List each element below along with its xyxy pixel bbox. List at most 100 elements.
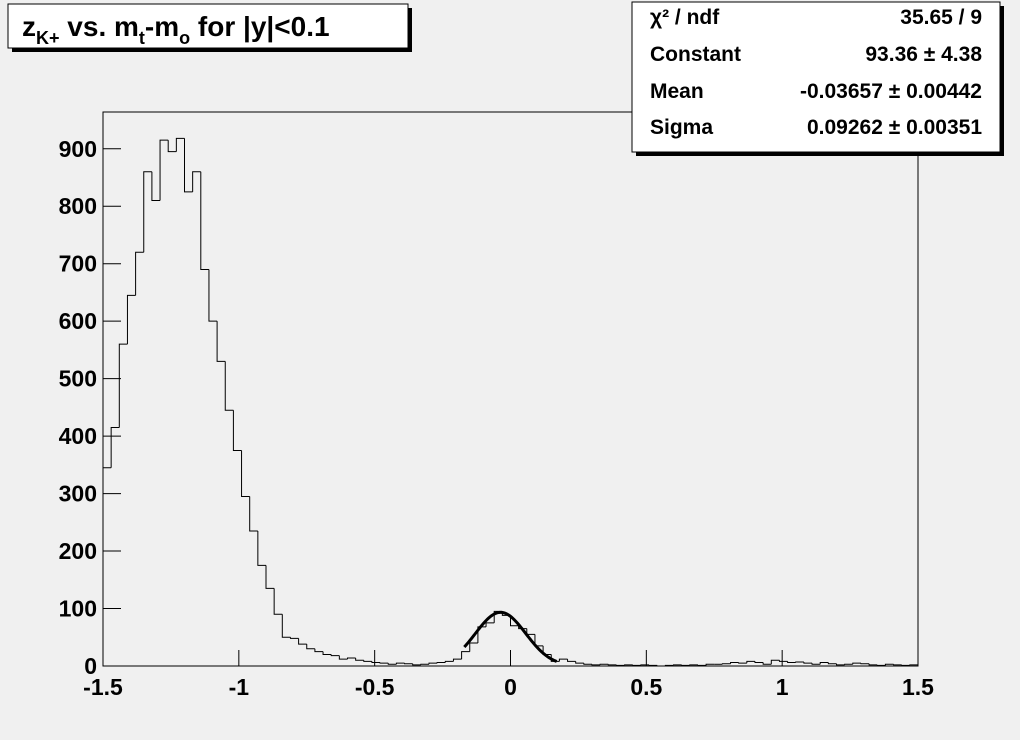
y-tick-label: 500 (59, 366, 97, 392)
histogram-bin (648, 664, 658, 666)
stats-value: 35.65 / 9 (900, 6, 982, 29)
x-tick-label: -0.5 (355, 674, 395, 700)
stats-value: 0.09262 ± 0.00351 (807, 116, 982, 139)
histogram-bin (591, 664, 601, 666)
x-tick-label: 0.5 (630, 674, 662, 700)
histogram-bin (135, 251, 144, 296)
histogram-bin (819, 662, 829, 665)
x-tick-label: -1 (229, 674, 250, 700)
histogram-bin (208, 269, 218, 322)
histogram-bin (363, 660, 372, 662)
histogram-bin (558, 658, 568, 662)
histogram-bin (615, 664, 625, 666)
histogram-bin (273, 588, 283, 615)
stats-label: Sigma (650, 116, 713, 139)
histogram-bin (795, 661, 804, 663)
histogram-bin (860, 663, 870, 665)
histogram-bin (200, 171, 209, 270)
histogram-bin (664, 664, 674, 666)
title-part: t (139, 28, 145, 48)
histogram-bin (143, 171, 152, 253)
histogram-bin (836, 663, 845, 666)
histogram-bin (387, 663, 397, 665)
histogram-bin (746, 660, 755, 664)
y-tick-label: 100 (59, 596, 97, 622)
title-box (7, 3, 409, 49)
histogram-bin (485, 622, 495, 627)
histogram-bin (192, 171, 201, 192)
histogram-bin (510, 615, 519, 627)
histogram-bin (730, 662, 739, 664)
histogram-bin (420, 663, 429, 665)
histogram-bin (265, 565, 275, 589)
histogram-bin (428, 662, 438, 665)
histogram-bin (379, 662, 389, 664)
y-tick-label: 900 (59, 136, 97, 162)
histogram-bin (640, 664, 650, 666)
y-tick-label: 0 (84, 653, 97, 679)
y-tick-label: 300 (59, 481, 97, 507)
stats-box (631, 1, 1001, 153)
x-tick-label: 1.5 (902, 674, 934, 700)
histogram-bin (102, 467, 112, 666)
x-tick-label: 0 (504, 674, 517, 700)
histogram-bin (681, 664, 690, 666)
histogram-bin (347, 657, 356, 660)
histogram-bin (159, 139, 169, 201)
y-tick-label: 700 (59, 251, 97, 277)
histogram-bin (477, 626, 487, 644)
histogram-bin (184, 138, 193, 193)
y-tick-label: 800 (59, 193, 97, 219)
histogram-bin (868, 663, 878, 666)
histogram-bin (314, 648, 324, 653)
histogram-bin (404, 663, 413, 665)
histogram-bin (355, 657, 364, 661)
histogram-bin (787, 661, 796, 664)
histogram-bin (175, 137, 185, 152)
histogram-bin (167, 140, 177, 153)
histogram-bin (599, 663, 609, 665)
histogram-bin (583, 663, 592, 665)
histogram-bin (461, 651, 470, 660)
histogram-bin (118, 343, 128, 428)
histogram-bin (452, 658, 462, 662)
histogram-bin (306, 644, 315, 650)
histogram-bin (705, 663, 715, 666)
histogram-bin (689, 664, 698, 666)
histogram-bin (338, 655, 348, 660)
y-tick-label: 200 (59, 538, 97, 564)
histogram-bin (803, 661, 813, 664)
stats-label: Mean (650, 80, 704, 103)
histogram-bin (909, 664, 919, 666)
title-part: z (22, 11, 36, 42)
histogram-bin (241, 450, 250, 497)
histogram-bin (624, 664, 633, 666)
histogram-bin (770, 659, 780, 665)
histogram-bin (673, 664, 682, 666)
histogram-bin (844, 663, 853, 665)
title-part: K+ (36, 28, 60, 48)
stats-value: 93.36 ± 4.38 (865, 43, 982, 66)
histogram-bin (762, 662, 772, 665)
histogram-bin (257, 530, 266, 566)
histogram-bin (395, 662, 405, 665)
histogram-bin (607, 664, 617, 666)
histogram-bin (110, 427, 120, 468)
x-tick-label: -1.5 (83, 674, 123, 700)
histogram-bin (436, 662, 446, 664)
histogram-bin (827, 662, 837, 665)
y-tick-label: 600 (59, 308, 97, 334)
histogram-bin (289, 637, 299, 639)
x-tick-label: 1 (776, 674, 789, 700)
stats-label: χ² / ndf (650, 6, 720, 29)
histogram-bin (738, 662, 747, 664)
y-tick-label: 400 (59, 423, 97, 449)
title-part: for |y|<0.1 (190, 11, 329, 42)
histogram-bin (884, 663, 894, 666)
histogram-bin (778, 660, 788, 662)
histogram-bin (330, 654, 340, 657)
histogram-bin (151, 171, 161, 202)
histogram-bin (444, 660, 454, 663)
histogram-bin (567, 659, 576, 662)
histogram-bin (575, 661, 584, 664)
